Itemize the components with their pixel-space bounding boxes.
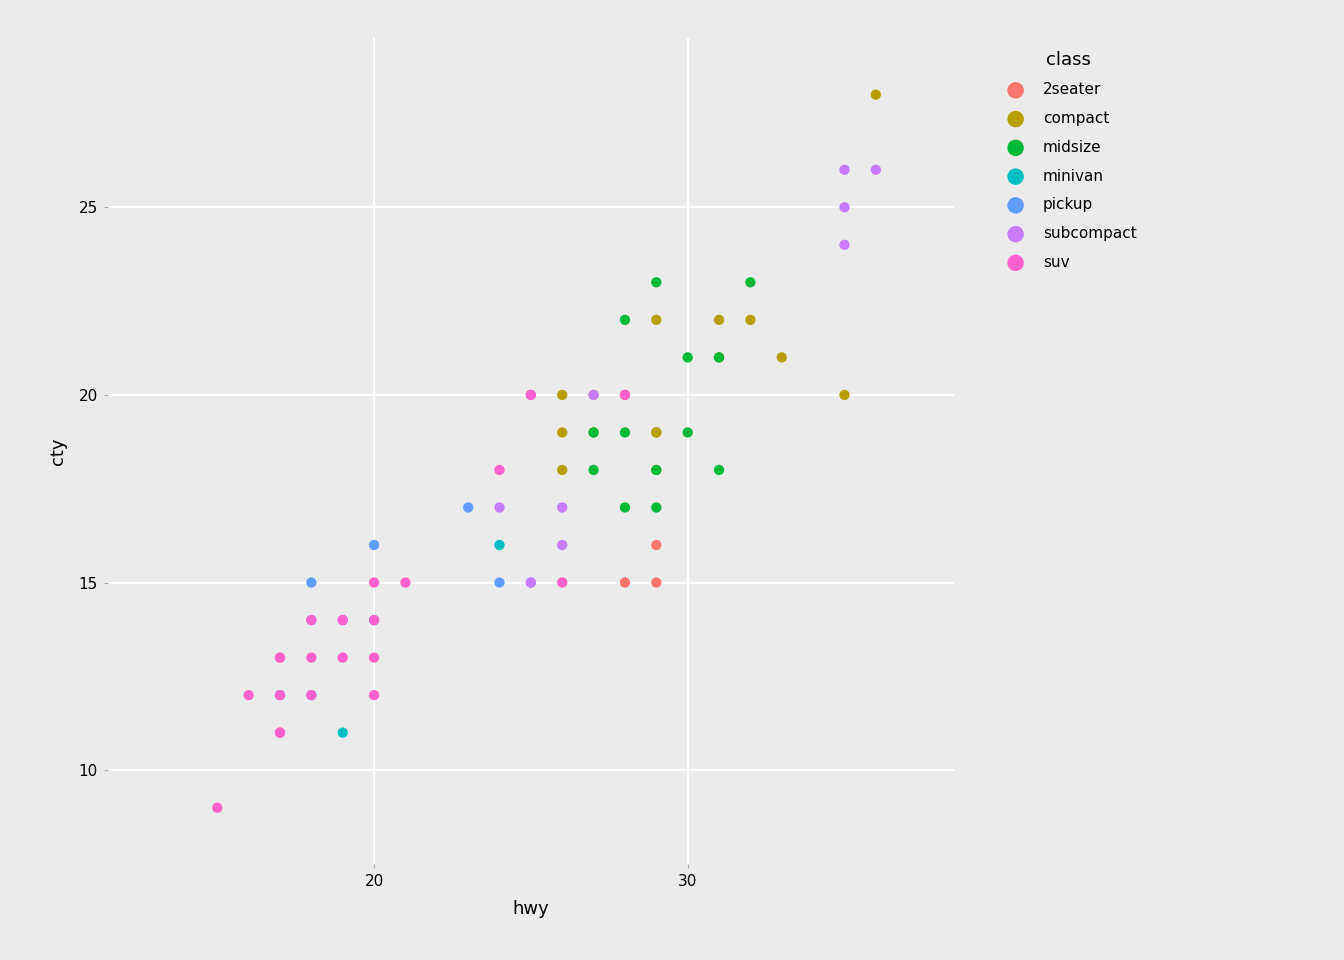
midsize — [583, 424, 605, 440]
compact — [645, 424, 667, 440]
subcompact — [520, 575, 542, 590]
midsize — [645, 275, 667, 290]
midsize — [614, 312, 636, 327]
suv — [238, 687, 259, 703]
subcompact — [551, 538, 573, 553]
Y-axis label: cty: cty — [50, 438, 67, 465]
midsize — [645, 500, 667, 516]
minivan — [332, 725, 353, 740]
compact — [551, 424, 573, 440]
suv — [551, 575, 573, 590]
pickup — [363, 538, 384, 553]
suv — [614, 387, 636, 402]
compact — [708, 312, 730, 327]
2seater — [614, 575, 636, 590]
midsize — [739, 275, 761, 290]
X-axis label: hwy: hwy — [512, 900, 550, 918]
pickup — [457, 500, 478, 516]
2seater — [645, 538, 667, 553]
compact — [645, 463, 667, 478]
midsize — [614, 424, 636, 440]
midsize — [677, 424, 699, 440]
compact — [551, 387, 573, 402]
midsize — [708, 349, 730, 365]
midsize — [645, 463, 667, 478]
subcompact — [866, 162, 887, 178]
suv — [332, 612, 353, 628]
suv — [363, 650, 384, 665]
pickup — [301, 575, 323, 590]
compact — [708, 349, 730, 365]
suv — [363, 575, 384, 590]
compact — [833, 387, 855, 402]
suv — [269, 687, 290, 703]
subcompact — [833, 200, 855, 215]
compact — [583, 387, 605, 402]
suv — [269, 650, 290, 665]
2seater — [645, 575, 667, 590]
pickup — [332, 612, 353, 628]
pickup — [363, 612, 384, 628]
compact — [739, 312, 761, 327]
compact — [866, 87, 887, 103]
suv — [301, 612, 323, 628]
subcompact — [551, 500, 573, 516]
subcompact — [489, 500, 511, 516]
suv — [269, 725, 290, 740]
pickup — [489, 575, 511, 590]
compact — [771, 349, 793, 365]
midsize — [583, 463, 605, 478]
pickup — [269, 687, 290, 703]
midsize — [677, 349, 699, 365]
suv — [301, 687, 323, 703]
subcompact — [833, 237, 855, 252]
suv — [332, 650, 353, 665]
compact — [645, 312, 667, 327]
pickup — [301, 687, 323, 703]
suv — [301, 650, 323, 665]
suv — [363, 687, 384, 703]
compact — [645, 424, 667, 440]
compact — [583, 424, 605, 440]
suv — [489, 463, 511, 478]
suv — [269, 725, 290, 740]
subcompact — [583, 387, 605, 402]
suv — [207, 800, 228, 815]
minivan — [489, 538, 511, 553]
compact — [551, 463, 573, 478]
subcompact — [833, 162, 855, 178]
subcompact — [520, 387, 542, 402]
suv — [520, 387, 542, 402]
suv — [269, 650, 290, 665]
midsize — [614, 500, 636, 516]
suv — [395, 575, 417, 590]
pickup — [301, 612, 323, 628]
compact — [614, 387, 636, 402]
suv — [363, 612, 384, 628]
subcompact — [520, 575, 542, 590]
Legend: 2seater, compact, midsize, minivan, pickup, subcompact, suv: 2seater, compact, midsize, minivan, pick… — [988, 38, 1149, 282]
midsize — [708, 463, 730, 478]
